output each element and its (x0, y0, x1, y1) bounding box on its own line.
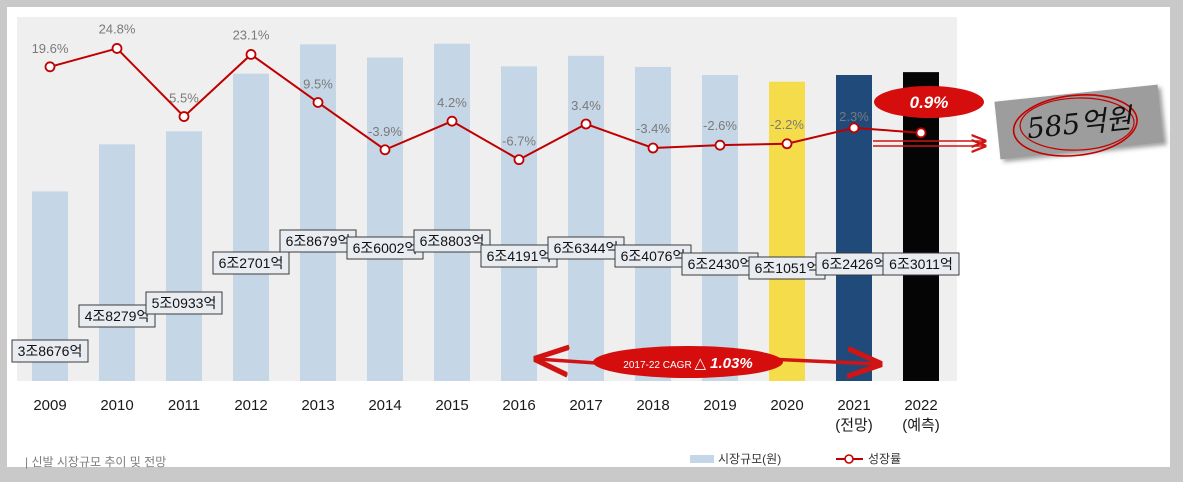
growth-point (245, 49, 257, 60)
bar-value-box (145, 291, 223, 315)
increase-box (994, 84, 1164, 160)
x-tick-label: 2022 (예측) (902, 397, 940, 434)
growth-point (111, 43, 123, 54)
growth-label: 24.8% (99, 21, 136, 36)
bar-value-label: 3조8676억 (18, 343, 83, 359)
bar-2015 (434, 43, 470, 381)
x-tick-label: 2020 (770, 397, 803, 414)
bar-2012 (233, 73, 269, 381)
growth-label: 3.4% (571, 98, 601, 113)
bar-2017 (568, 55, 604, 381)
bar-2013 (300, 44, 336, 382)
x-tick-label: 2019 (703, 397, 736, 414)
legend-line-label: 성장률 (868, 452, 901, 466)
x-tick-label: 2011 (168, 397, 200, 414)
bar-2011 (166, 131, 202, 381)
growth-point (312, 97, 324, 108)
legend-line-marker (844, 454, 854, 464)
chart-canvas: 2009 2010 2011 2012 2013 2014 2015 2016 2017 2018… (11, 17, 1164, 466)
growth-2022-label: 0.9% (910, 93, 949, 112)
growth-point (781, 138, 793, 150)
growth-label: 19.6% (32, 41, 69, 56)
growth-label: 4.2% (437, 95, 467, 110)
chart-card: 2009 2010 2011 2012 2013 2014 2015 2016 2017 2018… (7, 7, 1170, 469)
cagr-label: 2017-22 CAGR △ 1.03% (623, 355, 752, 372)
cagr-arrow-right (766, 359, 879, 364)
growth-label: 2.3% (839, 109, 869, 124)
x-tick-label: 2012 (234, 397, 267, 414)
bar-2022 (903, 72, 939, 381)
plot-background (17, 17, 957, 381)
growth-label: 5.5% (169, 91, 199, 106)
bar-2019 (702, 74, 738, 381)
growth-2022-badge (874, 86, 984, 118)
growth-point (580, 118, 592, 130)
growth-label: -6.7% (502, 134, 536, 149)
bar-value-box (11, 339, 89, 363)
growth-point (379, 144, 391, 156)
x-tick-label: 2015 (435, 397, 468, 414)
bar-value-label: 6조8803억 (420, 233, 485, 249)
x-tick-label: 2010 (100, 397, 133, 414)
growth-point (848, 122, 860, 134)
cagr-badge (593, 346, 783, 378)
x-tick-label: 2014 (368, 397, 401, 414)
bar-value-label: 4조8279억 (85, 308, 150, 324)
bar-value-label: 6조3011억 (889, 256, 953, 272)
chart-caption: | 신발 시장규모 추이 및 전망 (25, 455, 167, 469)
growth-line (49, 47, 922, 161)
growth-label: -2.6% (703, 118, 737, 133)
bar-2018 (635, 66, 671, 381)
growth-point (647, 142, 659, 154)
growth-point (714, 139, 726, 151)
legend-bar-label: 시장규모(원) (718, 452, 781, 466)
growth-point (446, 115, 458, 127)
growth-point (513, 154, 525, 166)
bar-2010 (99, 144, 135, 381)
bar-value-box (413, 229, 491, 253)
bar-2020 (769, 81, 805, 381)
bar-value-label: 6조1051억 (755, 260, 820, 276)
bar-value-box (78, 304, 156, 328)
x-tick-label: 2021 (전망) (835, 397, 873, 434)
x-tick-label: 2009 (33, 397, 66, 414)
growth-label: -3.9% (368, 124, 402, 139)
growth-label: 9.5% (303, 76, 333, 91)
bar-value-box (882, 252, 960, 276)
growth-point (915, 127, 927, 139)
bar-value-label: 6조2426억 (822, 256, 887, 272)
bar-value-label: 6조2430억 (688, 256, 753, 272)
x-tick-label: 2016 (502, 397, 535, 414)
x-tick-label: 2013 (301, 397, 334, 414)
increase-circle-outer (1012, 94, 1138, 157)
x-tick-label: 2017 (569, 397, 602, 414)
bar-value-label: 6조8679억 (286, 233, 351, 249)
growth-point (44, 61, 56, 73)
bar-value-box (212, 251, 290, 275)
bar-value-label: 6조6344억 (554, 240, 619, 256)
bar-value-label: 6조6002억 (353, 240, 418, 256)
growth-label: -3.4% (636, 121, 670, 136)
bar-value-label: 6조2701억 (219, 255, 284, 271)
bar-2016 (501, 66, 537, 382)
bar-2014 (367, 57, 403, 382)
growth-point (178, 111, 190, 122)
bar-value-label: 6조4191억 (487, 248, 552, 264)
legend-bar-swatch (690, 455, 714, 463)
increase-circle-inner (1019, 97, 1135, 151)
bar-value-label: 5조0933억 (152, 295, 217, 311)
bar-value-label: 6조4076억 (621, 248, 686, 264)
growth-label: -2.2% (770, 117, 804, 132)
growth-label: 23.1% (233, 27, 270, 42)
increase-callout: 585억원 (994, 84, 1164, 160)
x-tick-label: 2018 (636, 397, 669, 414)
